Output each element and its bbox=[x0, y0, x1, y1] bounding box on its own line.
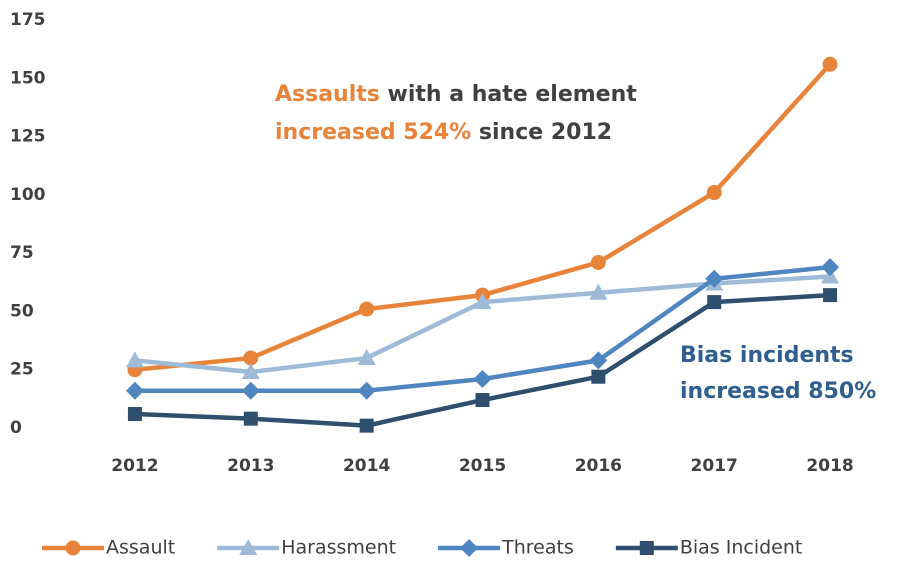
y-tick-label: 125 bbox=[10, 127, 46, 147]
marker bbox=[460, 539, 479, 557]
y-tick-label: 0 bbox=[10, 418, 22, 438]
marker bbox=[359, 301, 375, 317]
legend-label: Assault bbox=[106, 537, 175, 559]
x-tick-label: 2014 bbox=[343, 456, 390, 476]
marker bbox=[473, 370, 492, 389]
x-tick-label: 2012 bbox=[111, 456, 158, 476]
marker bbox=[243, 411, 258, 426]
legend-label: Threats bbox=[501, 537, 574, 559]
marker bbox=[823, 288, 838, 303]
marker bbox=[639, 541, 654, 555]
annotation: increased 850% bbox=[680, 379, 876, 404]
annotation-part: increased 524% bbox=[275, 120, 471, 145]
marker bbox=[359, 418, 374, 433]
marker bbox=[243, 350, 259, 366]
legend-label: Bias Incident bbox=[680, 537, 803, 559]
annotation-part: Bias incidents bbox=[680, 343, 854, 368]
x-tick-label: 2018 bbox=[806, 456, 853, 476]
x-tick-label: 2016 bbox=[575, 456, 622, 476]
y-tick-label: 25 bbox=[10, 360, 34, 380]
annotation: Bias incidents bbox=[680, 343, 854, 368]
x-tick-label: 2015 bbox=[459, 456, 506, 476]
marker bbox=[822, 56, 838, 72]
marker bbox=[473, 293, 492, 310]
marker bbox=[475, 393, 490, 408]
annotation: increased 524% since 2012 bbox=[275, 120, 612, 145]
x-tick-label: 2017 bbox=[691, 456, 738, 476]
marker bbox=[705, 269, 724, 288]
marker bbox=[241, 363, 260, 380]
annotation-part: since 2012 bbox=[471, 120, 612, 145]
y-tick-label: 75 bbox=[10, 243, 34, 263]
annotation: Assaults with a hate element bbox=[275, 82, 637, 107]
annotation-part: with a hate element bbox=[380, 82, 637, 107]
x-tick-label: 2013 bbox=[227, 456, 274, 476]
marker bbox=[357, 349, 376, 366]
annotation-part: Assaults bbox=[275, 82, 380, 107]
legend-label: Harassment bbox=[281, 537, 396, 559]
annotation-part: increased 850% bbox=[680, 379, 876, 404]
y-tick-label: 100 bbox=[10, 185, 46, 205]
marker bbox=[125, 381, 144, 400]
marker bbox=[591, 369, 606, 384]
marker bbox=[589, 351, 608, 370]
series-line bbox=[134, 62, 832, 372]
y-tick-label: 175 bbox=[10, 10, 46, 30]
y-tick-label: 50 bbox=[10, 301, 34, 321]
marker bbox=[357, 381, 376, 400]
y-tick-label: 150 bbox=[10, 68, 46, 88]
marker bbox=[241, 381, 260, 400]
marker bbox=[590, 254, 606, 270]
marker bbox=[239, 539, 258, 555]
marker bbox=[65, 540, 81, 556]
marker bbox=[821, 258, 840, 277]
marker bbox=[706, 185, 722, 201]
marker bbox=[707, 295, 722, 310]
marker bbox=[589, 283, 608, 300]
marker bbox=[127, 407, 142, 422]
marker bbox=[125, 351, 144, 368]
